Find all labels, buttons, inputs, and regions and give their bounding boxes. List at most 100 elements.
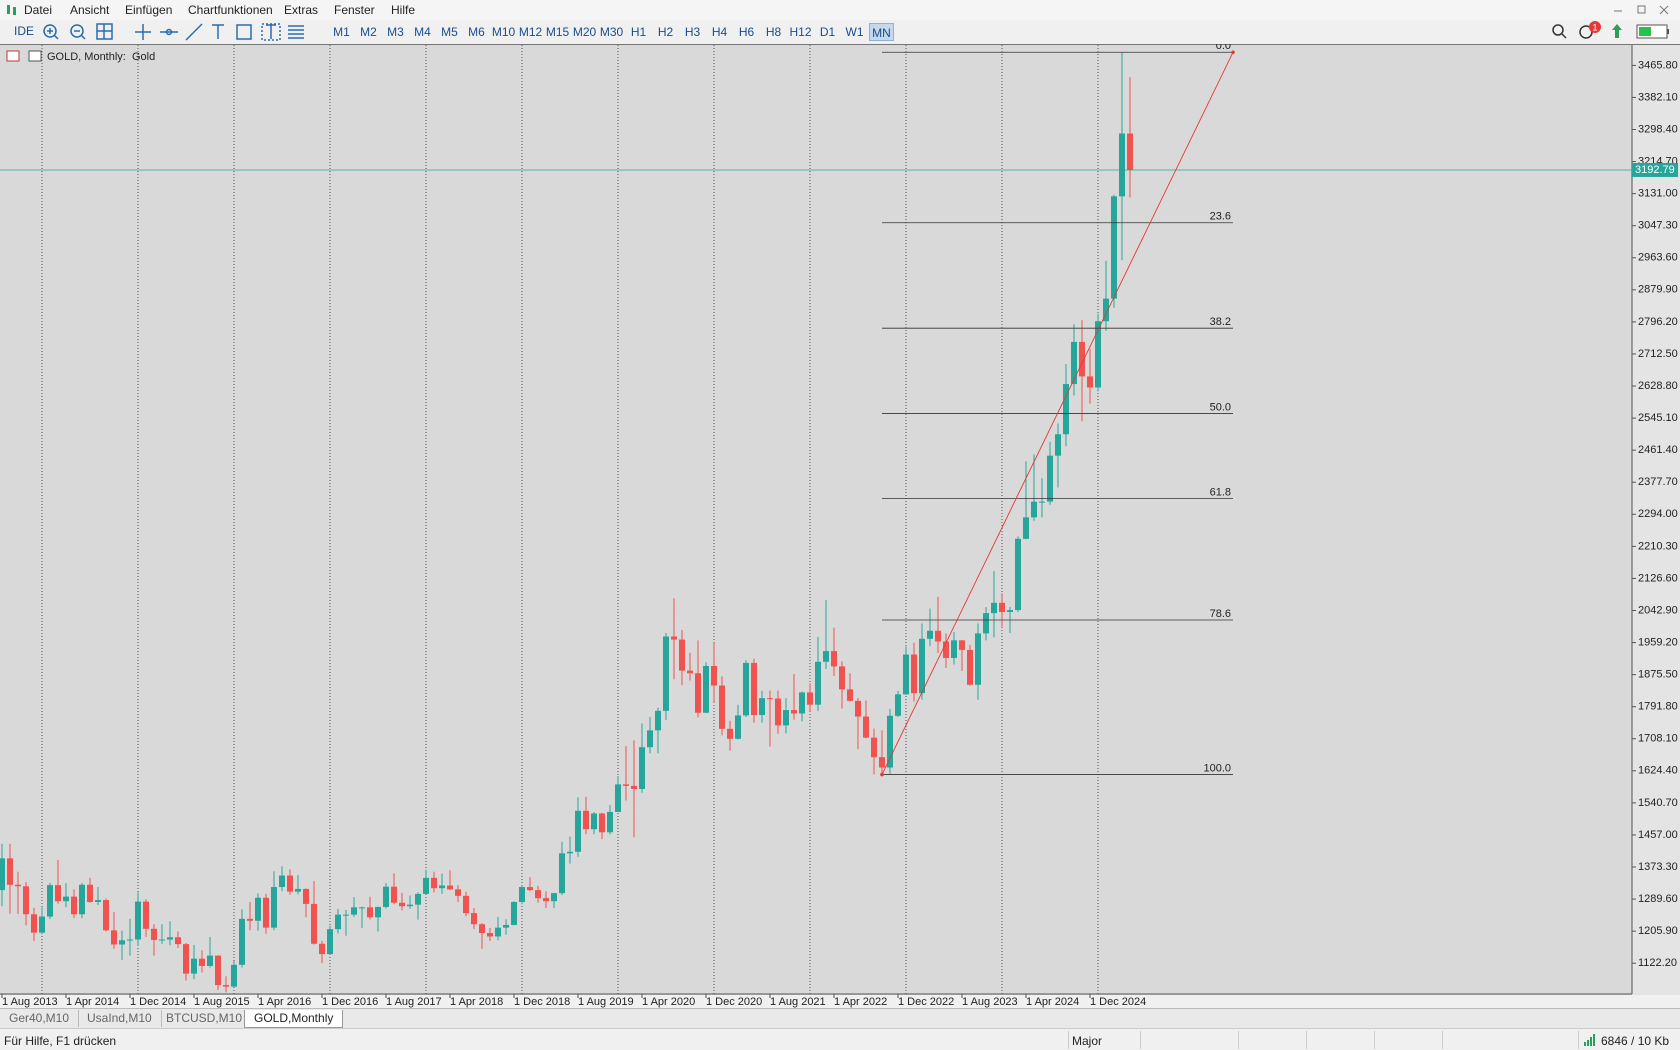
menu-item[interactable]: Extras	[284, 3, 319, 17]
candle-body	[271, 887, 277, 928]
fib-trendline	[881, 52, 1234, 775]
timeframe-button[interactable]: H8	[765, 25, 782, 39]
candle-body	[879, 757, 885, 768]
timeframe-button[interactable]: M5	[441, 25, 458, 39]
menu-bar: Datei Ansicht Einfügen Chartfunktionen Extra…	[0, 0, 1680, 20]
candle-body	[287, 875, 293, 892]
x-tick-label: 1 Apr 2020	[642, 996, 695, 1008]
timeframe-button[interactable]: W1	[845, 25, 864, 39]
candle-body	[647, 730, 653, 748]
candle-body	[967, 649, 973, 685]
candle-body	[983, 613, 989, 634]
x-tick-label: 1 Dec 2024	[1090, 996, 1146, 1008]
candle-body	[503, 924, 509, 928]
tool-icons[interactable]	[40, 20, 340, 44]
x-tick-label: 1 Aug 2015	[194, 996, 250, 1008]
candle-body	[959, 640, 965, 650]
timeframe-button[interactable]: M1	[333, 25, 350, 39]
candle-body	[343, 914, 349, 916]
candle-body	[751, 662, 757, 716]
timeframe-button[interactable]: H1	[630, 25, 647, 39]
candle-body	[655, 710, 661, 731]
y-tick-label: 1959.20	[1638, 636, 1678, 648]
timeframe-button[interactable]: H12	[789, 25, 812, 39]
candle-body	[207, 955, 213, 966]
candle-body	[311, 903, 317, 944]
candle-body	[855, 700, 861, 717]
y-tick-label: 2294.00	[1638, 508, 1678, 520]
notification-badge[interactable]: 1	[1592, 22, 1597, 32]
candle-body	[799, 692, 805, 714]
timeframe-button[interactable]: M12	[518, 25, 543, 39]
candle-body	[239, 918, 245, 965]
ide-button[interactable]: IDE	[14, 24, 35, 38]
candle-body	[55, 885, 61, 902]
current-price-box	[1632, 162, 1678, 177]
candle-body	[431, 877, 437, 889]
menu-item[interactable]: Einfügen	[125, 3, 173, 17]
timeframe-button[interactable]: D1	[819, 25, 836, 39]
candle-body	[591, 813, 597, 830]
candle-body	[575, 810, 581, 852]
candle-body	[639, 747, 645, 789]
menu-item[interactable]: Fenster	[334, 3, 375, 17]
y-tick-label: 3298.40	[1638, 123, 1678, 135]
chart-tab[interactable]: UsaInd,M10	[78, 1010, 162, 1027]
candle-body	[543, 898, 549, 902]
chart-icon	[28, 50, 42, 62]
x-tick-label: 1 Apr 2024	[1026, 996, 1079, 1008]
x-tick-label: 1 Aug 2023	[962, 996, 1018, 1008]
timeframe-button[interactable]: M30	[599, 25, 624, 39]
window-controls[interactable]	[1600, 0, 1680, 20]
timeframe-button[interactable]: H4	[711, 25, 728, 39]
candle-body	[247, 918, 253, 921]
timeframe-button[interactable]: H6	[738, 25, 755, 39]
fib-anchor	[880, 772, 884, 777]
chart-tab[interactable]: GOLD,Monthly	[244, 1010, 344, 1028]
x-tick-label: 1 Apr 2014	[66, 996, 119, 1008]
timeframe-button[interactable]: M2	[360, 25, 377, 39]
y-tick-label: 1540.70	[1638, 797, 1678, 809]
candle-body	[551, 893, 557, 902]
menu-item[interactable]: Ansicht	[70, 3, 110, 17]
app-icon	[7, 5, 16, 15]
x-tick-label: 1 Apr 2022	[834, 996, 887, 1008]
menu-item[interactable]: Datei	[24, 3, 53, 17]
timeframe-button[interactable]: M6	[468, 25, 485, 39]
candle-body	[47, 885, 53, 917]
timeframe-button[interactable]: M15	[545, 25, 570, 39]
chart-tab[interactable]: BTCUSD,M10	[157, 1010, 253, 1027]
candle-body	[79, 884, 85, 915]
candle-body	[759, 698, 765, 716]
x-tick-label: 1 Aug 2021	[770, 996, 826, 1008]
candle-body	[895, 694, 901, 716]
candle-body	[807, 692, 813, 705]
timeframe-button[interactable]: M4	[414, 25, 431, 39]
timeframe-button[interactable]: M10	[491, 25, 516, 39]
fib-level-label: 50.0	[1210, 401, 1231, 413]
timeframe-button[interactable]: M3	[387, 25, 404, 39]
y-tick-label: 1289.60	[1638, 893, 1678, 905]
timeframe-button[interactable]: H3	[684, 25, 701, 39]
y-tick-label: 2796.20	[1638, 316, 1678, 328]
y-tick-label: 1205.90	[1638, 925, 1678, 937]
candle-body	[295, 888, 301, 892]
timeframe-button[interactable]: MN	[869, 23, 894, 41]
candle-body	[1071, 341, 1077, 385]
chart-title: GOLD, Monthly: Gold	[47, 51, 155, 63]
candle-body	[663, 636, 669, 711]
fib-level-label: 78.6	[1210, 608, 1231, 620]
candle-body	[0, 858, 5, 891]
candle-body	[951, 640, 957, 658]
timeframe-button[interactable]: M20	[572, 25, 597, 39]
candle-body	[1079, 341, 1085, 377]
candle-body	[847, 689, 853, 701]
menu-item[interactable]: Chartfunktionen	[188, 3, 273, 17]
timeframe-button[interactable]: H2	[657, 25, 674, 39]
candle-body	[703, 665, 709, 713]
candle-body	[439, 885, 445, 889]
y-tick-label: 3465.80	[1638, 59, 1678, 71]
chart-tab[interactable]: Ger40,M10	[0, 1010, 80, 1027]
menu-item[interactable]: Hilfe	[391, 3, 416, 17]
candle-body	[1007, 610, 1013, 612]
